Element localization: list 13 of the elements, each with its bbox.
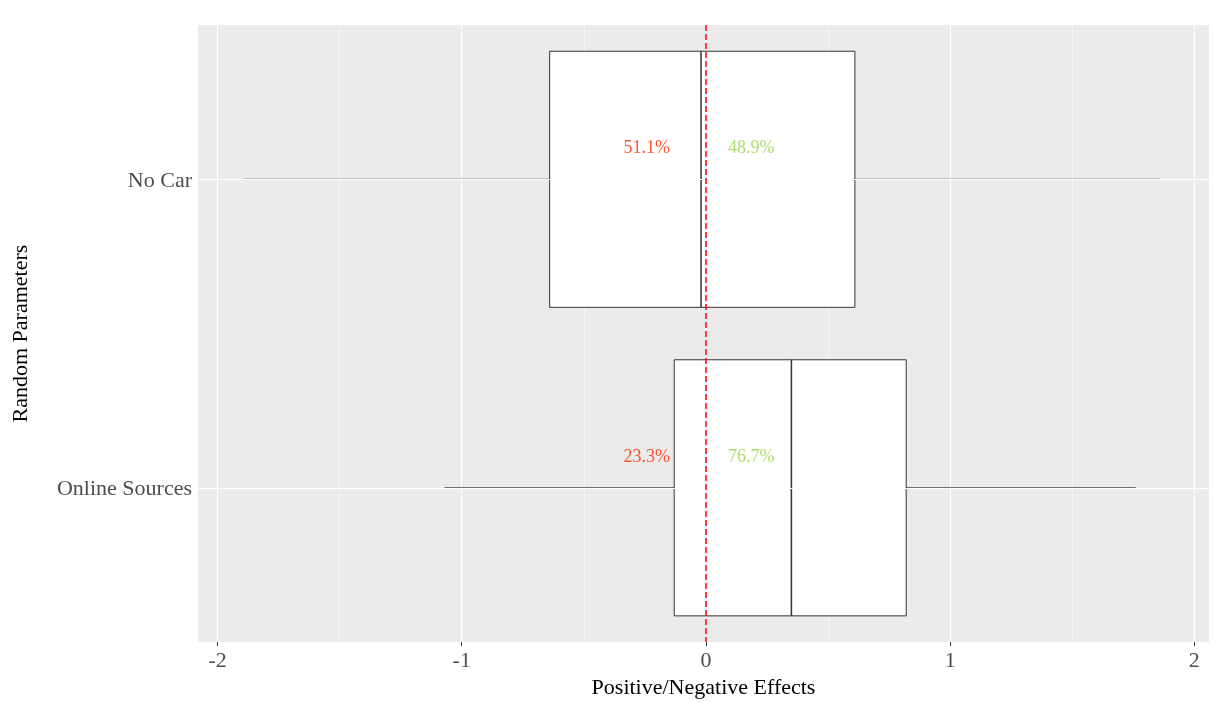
x-tick-label: 0 (700, 646, 712, 672)
annotation: 23.3% (623, 445, 670, 466)
x-tick-label: -1 (452, 646, 471, 672)
x-axis-title: Positive/Negative Effects (591, 673, 816, 699)
annotation: 48.9% (727, 137, 775, 158)
y-tick-label: No Car (127, 166, 193, 192)
y-tick-label: Online Sources (56, 475, 192, 501)
x-tick-label: 2 (1188, 646, 1200, 672)
y-axis-title: Random Parameters (6, 244, 32, 423)
x-tick-label: 1 (944, 646, 956, 672)
x-tick-label: -2 (208, 646, 227, 672)
annotation: 76.7% (727, 445, 775, 466)
annotation: 51.1% (623, 137, 670, 158)
